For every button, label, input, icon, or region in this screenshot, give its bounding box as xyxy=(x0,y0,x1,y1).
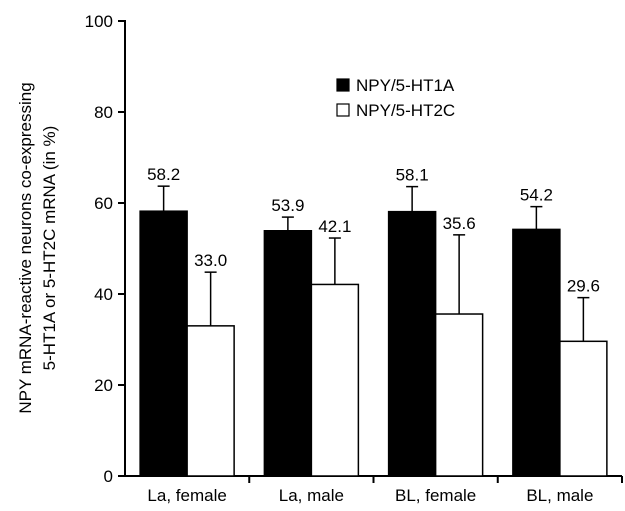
data-label: 58.1 xyxy=(396,166,429,185)
x-tick-label: La, female xyxy=(147,486,226,505)
bars xyxy=(139,210,608,477)
y-tick-label: 20 xyxy=(94,376,113,395)
y-axis-label-line-2: 5-HT1A or 5-HT2C mRNA (in %) xyxy=(40,126,59,371)
bar-npy-5ht2c xyxy=(186,325,235,477)
data-label: 35.6 xyxy=(443,214,476,233)
data-label: 33.0 xyxy=(194,251,227,270)
bar-npy-5ht2c xyxy=(559,340,608,477)
bar-npy-5ht2c xyxy=(310,283,360,477)
bar-npy-5ht1a xyxy=(139,210,188,477)
bar-npy-5ht1a xyxy=(387,210,437,477)
y-axis-label: NPY mRNA-reactive neurons co-expressing … xyxy=(16,82,59,413)
error-bars xyxy=(157,185,590,342)
legend-swatch xyxy=(336,103,350,117)
legend: NPY/5-HT1A NPY/5-HT2C xyxy=(336,76,455,120)
data-labels: 58.2 33.0 53.9 42.1 58.1 35.6 54.2 29.6 xyxy=(147,165,600,295)
y-axis-label-line-1: NPY mRNA-reactive neurons co-expressing xyxy=(16,82,35,413)
x-tick-label: La, male xyxy=(279,486,344,505)
data-label: 42.1 xyxy=(318,217,351,236)
data-label: 58.2 xyxy=(147,165,180,184)
y-tick-label: 60 xyxy=(94,194,113,213)
y-tick-label: 100 xyxy=(85,12,113,31)
legend-label: NPY/5-HT2C xyxy=(356,101,455,120)
legend-swatch xyxy=(336,78,350,92)
legend-label: NPY/5-HT1A xyxy=(356,76,455,95)
data-label: 54.2 xyxy=(520,186,553,205)
bar-npy-5ht1a xyxy=(263,230,313,477)
bar-npy-5ht2c xyxy=(434,313,484,477)
bar-npy-5ht1a xyxy=(512,228,561,477)
x-tick-label: BL, female xyxy=(395,486,476,505)
y-axis-ticks: 0 20 40 60 80 100 xyxy=(85,12,125,486)
data-label: 29.6 xyxy=(567,277,600,296)
y-tick-label: 40 xyxy=(94,285,113,304)
x-tick-label: BL, male xyxy=(526,486,593,505)
data-label: 53.9 xyxy=(271,196,304,215)
y-tick-label: 0 xyxy=(104,467,113,486)
x-axis-ticks: La, female La, male BL, female BL, male xyxy=(147,476,623,505)
y-tick-label: 80 xyxy=(94,103,113,122)
